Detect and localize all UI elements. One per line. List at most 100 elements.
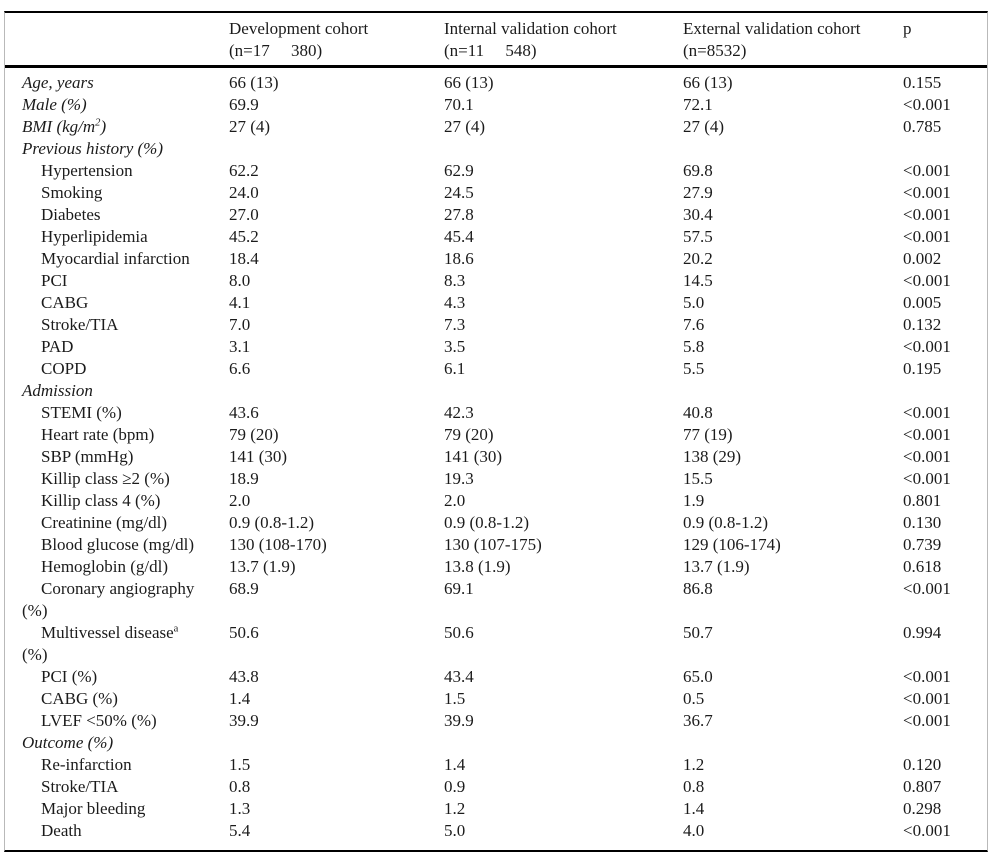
row-label-cell: Blood glucose (mg/dl)	[41, 535, 194, 554]
table-row: Diabetes 27.0 27.8 30.4 <0.001	[5, 204, 987, 226]
table-row: Smoking 24.0 24.5 27.9 <0.001	[5, 182, 987, 204]
row-label-cell: Hypertension	[41, 161, 133, 180]
value-cell	[229, 380, 444, 402]
table-header-row: Development cohort (n=17 380) Internal v…	[5, 13, 987, 68]
p-value-cell: 0.801	[903, 491, 942, 510]
value-cell: 1.3	[229, 799, 251, 818]
value-cell: 14.5	[683, 271, 713, 290]
table-row: Hypertension 62.2 62.9 69.8 <0.001	[5, 160, 987, 182]
row-label-cell: Death	[41, 821, 82, 840]
value-cell: 45.4	[444, 227, 474, 246]
value-cell: 7.6	[683, 315, 705, 334]
col-header-label: External validation cohort	[683, 19, 861, 38]
table-row: PCI 8.0 8.3 14.5 <0.001	[5, 270, 987, 292]
value-cell: 5.8	[683, 337, 705, 356]
value-cell: 27.9	[683, 183, 713, 202]
value-cell: 50.7	[683, 623, 713, 642]
value-cell: 18.6	[444, 249, 474, 268]
table-row: Hemoglobin (g/dl) 13.7 (1.9) 13.8 (1.9) 13.…	[5, 556, 987, 578]
col-header-n: (n=11 548)	[444, 41, 537, 60]
value-cell: 2.0	[444, 491, 466, 510]
value-cell: 2.0	[229, 491, 251, 510]
row-label-cell: LVEF <50% (%)	[41, 711, 157, 730]
row-label-cell: PCI (%)	[41, 667, 98, 686]
value-cell	[229, 138, 444, 160]
p-value-cell: 0.785	[903, 117, 942, 136]
value-cell: 129 (106-174)	[683, 535, 781, 554]
col-header-n: (n=8532)	[683, 41, 747, 60]
p-value-cell: <0.001	[903, 821, 951, 840]
value-cell: 43.6	[229, 403, 259, 422]
value-cell: 77 (19)	[683, 425, 733, 444]
value-cell: 1.4	[229, 689, 251, 708]
value-cell: 66 (13)	[229, 73, 279, 92]
table-row: Age, years 66 (13) 66 (13) 66 (13) 0.155	[5, 67, 987, 95]
value-cell: 86.8	[683, 579, 713, 598]
value-cell: 57.5	[683, 227, 713, 246]
table-row: PCI (%) 43.8 43.4 65.0 <0.001	[5, 666, 987, 688]
value-cell: 50.6	[444, 623, 474, 642]
value-cell: 24.0	[229, 183, 259, 202]
value-cell: 138 (29)	[683, 447, 742, 466]
table-row: STEMI (%) 43.6 42.3 40.8 <0.001	[5, 402, 987, 424]
header-empty-cell	[5, 13, 229, 68]
value-cell	[683, 138, 903, 160]
table-row: Previous history (%)	[5, 138, 987, 160]
value-cell: 1.5	[444, 689, 466, 708]
value-cell: 69.1	[444, 579, 474, 598]
value-cell: 27.8	[444, 205, 474, 224]
value-cell: 66 (13)	[444, 73, 494, 92]
table-row: Coronary angiography (%) 68.9 69.1 86.8 <0.00…	[5, 578, 987, 622]
value-cell: 69.9	[229, 95, 259, 114]
row-label-cell: Stroke/TIA	[41, 315, 119, 334]
p-value-cell: 0.298	[903, 799, 942, 818]
col-header-external-validation: External validation cohort (n=8532)	[683, 13, 903, 68]
value-cell: 27 (4)	[444, 117, 486, 136]
value-cell: 50.6	[229, 623, 259, 642]
value-cell: 0.9 (0.8-1.2)	[683, 513, 768, 532]
value-cell: 6.1	[444, 359, 466, 378]
value-cell: 27 (4)	[229, 117, 271, 136]
value-cell: 15.5	[683, 469, 713, 488]
value-cell: 0.9 (0.8-1.2)	[229, 513, 314, 532]
p-value-cell: <0.001	[903, 161, 951, 180]
table-row: Stroke/TIA 7.0 7.3 7.6 0.132	[5, 314, 987, 336]
value-cell: 7.3	[444, 315, 466, 334]
col-header-n: (n=17 380)	[229, 41, 323, 60]
col-header-p-value: p	[903, 13, 987, 68]
characteristics-table: Development cohort (n=17 380) Internal v…	[5, 13, 987, 850]
p-value-cell	[903, 138, 987, 160]
value-cell: 4.0	[683, 821, 705, 840]
row-label-cell: Outcome (%)	[22, 733, 114, 752]
value-cell: 130 (107-175)	[444, 535, 542, 554]
row-label-cell: Admission	[22, 381, 93, 400]
value-cell: 72.1	[683, 95, 713, 114]
table-row: Killip class 4 (%) 2.0 2.0 1.9 0.801	[5, 490, 987, 512]
row-label-cell: STEMI (%)	[41, 403, 122, 422]
value-cell: 3.5	[444, 337, 466, 356]
p-value-cell: <0.001	[903, 425, 951, 444]
value-cell: 39.9	[444, 711, 474, 730]
p-value-cell: <0.001	[903, 403, 951, 422]
table-row: CABG (%) 1.4 1.5 0.5 <0.001	[5, 688, 987, 710]
value-cell: 1.4	[444, 755, 466, 774]
table-row: Outcome (%)	[5, 732, 987, 754]
value-cell: 5.4	[229, 821, 251, 840]
row-label-cell: Diabetes	[41, 205, 101, 224]
value-cell: 0.8	[683, 777, 705, 796]
table-row: PAD 3.1 3.5 5.8 <0.001	[5, 336, 987, 358]
table-row: Myocardial infarction 18.4 18.6 20.2 0.002	[5, 248, 987, 270]
table-row: BMI (kg/m2) 27 (4) 27 (4) 27 (4) 0.785	[5, 116, 987, 138]
row-label-cell: Stroke/TIA	[41, 777, 119, 796]
row-label-cell: COPD	[41, 359, 87, 378]
col-header-label: Internal validation cohort	[444, 19, 617, 38]
p-value-cell: 0.807	[903, 777, 942, 796]
value-cell: 27 (4)	[683, 117, 725, 136]
value-cell: 79 (20)	[444, 425, 494, 444]
col-header-internal-validation: Internal validation cohort (n=11 548)	[444, 13, 683, 68]
value-cell: 5.0	[444, 821, 466, 840]
p-value-cell	[903, 380, 987, 402]
p-value-cell: 0.120	[903, 755, 942, 774]
row-label-cell: CABG (%)	[41, 689, 118, 708]
p-value-cell: 0.130	[903, 513, 942, 532]
